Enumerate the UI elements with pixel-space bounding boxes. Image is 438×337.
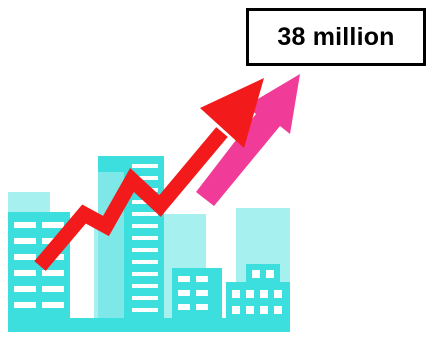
value-label: 38 million [277,22,395,51]
city-skyline-icon [8,156,290,332]
rising-pink-arrow-icon [196,74,300,206]
value-callout-box: 38 million [246,8,426,66]
rising-red-arrow-icon [34,78,264,271]
